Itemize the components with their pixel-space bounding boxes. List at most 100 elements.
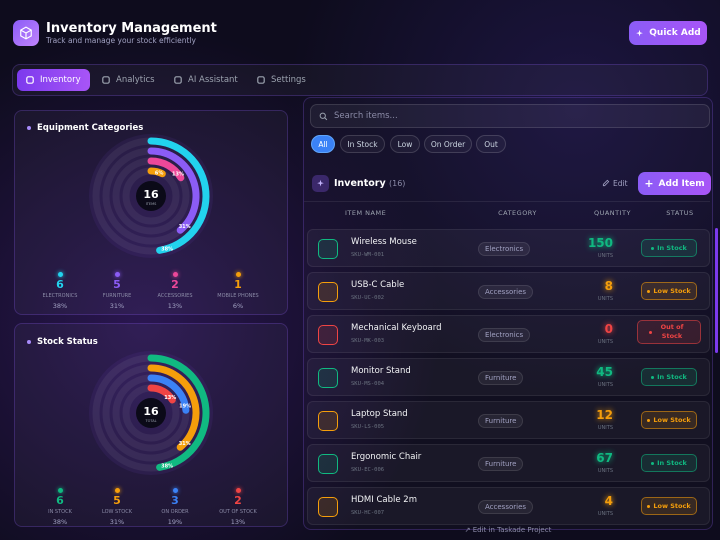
legend-count: 5 xyxy=(113,494,121,507)
legend-share: 13% xyxy=(167,302,183,310)
inventory-row[interactable]: Ergonomic Chair SKU-EC-006 Furniture 67 UNIT… xyxy=(307,444,710,482)
item-icon xyxy=(318,454,338,474)
category-pill: Accessories xyxy=(478,500,534,514)
item-icon xyxy=(318,411,338,431)
legend-label: LOW STOCK xyxy=(101,509,132,515)
filter-chip[interactable]: In Stock xyxy=(340,135,385,153)
filter-chip[interactable]: Low xyxy=(390,135,420,153)
ring-arc xyxy=(147,354,210,471)
search-placeholder: Search items... xyxy=(334,111,398,121)
categories-title: Equipment Categories xyxy=(27,123,143,133)
status-panel xyxy=(14,323,288,527)
item-name: Wireless Mouse xyxy=(351,237,417,247)
tab-label: AI Assistant xyxy=(188,75,238,85)
quantity: 12 xyxy=(596,408,613,422)
legend-label: ELECTRONICS xyxy=(42,293,78,299)
legend-item: 2 OUT OF STOCK 13% xyxy=(203,488,273,526)
category-pill: Furniture xyxy=(478,457,524,471)
quantity-unit: UNITS xyxy=(597,468,613,474)
status-pill: Low Stock xyxy=(641,497,697,515)
status-pill: In Stock xyxy=(641,454,697,472)
inventory-row[interactable]: Wireless Mouse SKU-WM-001 Electronics 150 UN… xyxy=(307,229,710,267)
filter-chip[interactable]: All xyxy=(311,135,335,153)
item-sku: SKU-EC-006 xyxy=(351,467,385,473)
ring-center xyxy=(136,398,166,428)
footer-text: Edit in Taskade Project xyxy=(472,526,552,534)
legend-count: 2 xyxy=(171,278,179,291)
legend-dot xyxy=(114,488,120,493)
item-name: Mechanical Keyboard xyxy=(351,323,442,333)
ring-arc xyxy=(147,167,166,178)
legend-share: 13% xyxy=(230,518,246,526)
inventory-row[interactable]: Monitor Stand SKU-MS-004 Furniture 45 UNITS I… xyxy=(307,358,710,396)
tab-label: Inventory xyxy=(40,75,81,85)
status-pill: Low Stock xyxy=(641,411,697,429)
category-pill: Furniture xyxy=(478,414,524,428)
filter-chip[interactable]: Out xyxy=(476,135,506,153)
quantity-unit: UNITS xyxy=(597,253,613,259)
footer-link[interactable]: ↗ Edit in Taskade Project xyxy=(464,526,552,534)
quick-add-label: Quick Add xyxy=(649,28,701,38)
status-text: In Stock xyxy=(657,458,687,467)
inventory-row[interactable]: USB-C Cable SKU-UC-002 Accessories 8 UNITS Lo… xyxy=(307,272,710,310)
quantity: 8 xyxy=(604,279,613,293)
item-sku: SKU-UC-002 xyxy=(351,295,385,301)
status-dot xyxy=(651,375,655,379)
legend-label: ON ORDER xyxy=(161,509,189,515)
item-name: Ergonomic Chair xyxy=(351,452,422,462)
center-value: 16 xyxy=(143,405,159,418)
item-sku: SKU-WM-001 xyxy=(351,252,385,258)
ring-arc xyxy=(147,157,185,182)
category-pill: Electronics xyxy=(478,328,531,342)
legend-dot xyxy=(172,272,178,277)
item-icon xyxy=(318,239,338,259)
item-sku: SKU-MK-003 xyxy=(351,338,385,344)
legend-share: 19% xyxy=(167,518,183,526)
legend-item: 3 ON ORDER 19% xyxy=(140,488,210,526)
edit-button[interactable]: Edit xyxy=(602,179,628,188)
status-dot xyxy=(649,330,652,334)
quantity-unit: UNITS xyxy=(597,339,613,345)
search-box[interactable]: Search items... xyxy=(310,104,710,128)
inventory-row[interactable]: Mechanical Keyboard SKU-MK-003 Electronics… xyxy=(307,315,710,353)
legend-label: MOBILE PHONES xyxy=(217,293,259,299)
tab[interactable]: Settings xyxy=(248,69,315,91)
inventory-row[interactable]: Laptop Stand SKU-LS-005 Furniture 12 UNITS Lo… xyxy=(307,401,710,439)
status-pill: Out of Stock xyxy=(637,320,701,344)
legend-label: ACCESSORIES xyxy=(157,293,193,299)
ring-label: 31% xyxy=(179,224,191,230)
center-value: 16 xyxy=(143,188,159,201)
legend-count: 2 xyxy=(234,494,242,507)
status-pill: Low Stock xyxy=(641,282,697,300)
add-item-button[interactable]: + Add Item xyxy=(638,172,711,195)
tab[interactable]: AI Assistant xyxy=(165,69,247,91)
ring-arc xyxy=(147,374,190,414)
title-text: Stock Status xyxy=(37,337,98,347)
status-dot xyxy=(647,289,651,293)
ring-arc xyxy=(147,384,176,404)
filter-chip[interactable]: On Order xyxy=(424,135,472,153)
edit-label: Edit xyxy=(613,179,628,188)
app-title: Inventory Management xyxy=(46,21,217,36)
add-item-label: Add Item xyxy=(658,178,705,189)
inventory-row[interactable]: HDMI Cable 2m SKU-HC-007 Accessories 4 UNITS… xyxy=(307,487,710,525)
item-icon xyxy=(318,368,338,388)
ring-label: 38% xyxy=(161,247,173,253)
tab[interactable]: Analytics xyxy=(93,69,164,91)
status-dot xyxy=(651,461,655,465)
item-icon xyxy=(318,282,338,302)
tab[interactable]: Inventory xyxy=(17,69,90,91)
ring-arc xyxy=(147,137,210,254)
status-dot xyxy=(647,418,651,422)
center-label: ITEMS xyxy=(146,202,157,206)
tab-label: Settings xyxy=(271,75,306,85)
quick-add-button[interactable]: Quick Add xyxy=(629,21,707,45)
legend-count: 6 xyxy=(56,278,64,291)
item-sku: SKU-MS-004 xyxy=(351,381,385,387)
item-name: Laptop Stand xyxy=(351,409,408,419)
legend-share: 6% xyxy=(232,302,244,310)
quantity: 0 xyxy=(604,322,613,336)
